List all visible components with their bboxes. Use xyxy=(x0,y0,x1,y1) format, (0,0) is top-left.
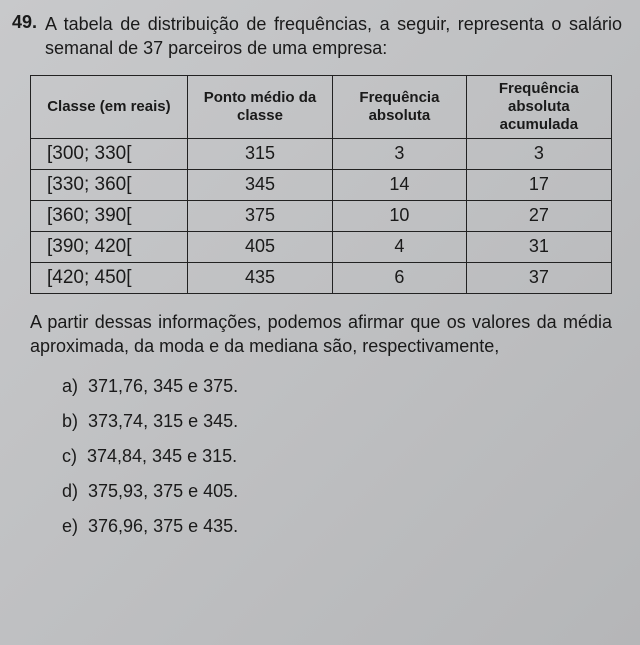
option-e: e) 376,96, 375 e 435. xyxy=(62,516,622,537)
cell-classe: [360; 390[ xyxy=(31,200,188,231)
col-header-ponto: Ponto médio da classe xyxy=(187,75,332,138)
question-after-text: A partir dessas informações, podemos afi… xyxy=(30,310,612,359)
frequency-table-container: Classe (em reais) Ponto médio da classe … xyxy=(30,75,612,294)
cell-classe: [330; 360[ xyxy=(31,169,188,200)
option-label: c) xyxy=(62,446,77,467)
option-label: e) xyxy=(62,516,78,537)
options-list: a) 371,76, 345 e 375. b) 373,74, 315 e 3… xyxy=(62,376,622,537)
cell-ponto: 405 xyxy=(187,231,332,262)
col-header-classe: Classe (em reais) xyxy=(31,75,188,138)
cell-acum: 17 xyxy=(466,169,611,200)
cell-acum: 27 xyxy=(466,200,611,231)
col-header-acum: Frequência absoluta acumulada xyxy=(466,75,611,138)
table-row: [420; 450[ 435 6 37 xyxy=(31,262,612,293)
option-text: 374,84, 345 e 315. xyxy=(87,446,237,467)
option-label: b) xyxy=(62,411,78,432)
cell-classe: [300; 330[ xyxy=(31,138,188,169)
question-number: 49. xyxy=(12,12,37,61)
cell-acum: 3 xyxy=(466,138,611,169)
cell-freq: 14 xyxy=(333,169,467,200)
cell-freq: 4 xyxy=(333,231,467,262)
table-row: [390; 420[ 405 4 31 xyxy=(31,231,612,262)
cell-ponto: 435 xyxy=(187,262,332,293)
cell-acum: 37 xyxy=(466,262,611,293)
table-row: [330; 360[ 345 14 17 xyxy=(31,169,612,200)
question-header: 49. A tabela de distribuição de frequênc… xyxy=(12,12,622,61)
cell-freq: 10 xyxy=(333,200,467,231)
option-text: 375,93, 375 e 405. xyxy=(88,481,238,502)
table-row: [300; 330[ 315 3 3 xyxy=(31,138,612,169)
cell-freq: 3 xyxy=(333,138,467,169)
cell-ponto: 375 xyxy=(187,200,332,231)
option-label: d) xyxy=(62,481,78,502)
cell-freq: 6 xyxy=(333,262,467,293)
table-body: [300; 330[ 315 3 3 [330; 360[ 345 14 17 … xyxy=(31,138,612,293)
table-row: [360; 390[ 375 10 27 xyxy=(31,200,612,231)
question-intro-text: A tabela de distribuição de frequências,… xyxy=(45,12,622,61)
option-text: 373,74, 315 e 345. xyxy=(88,411,238,432)
frequency-table: Classe (em reais) Ponto médio da classe … xyxy=(30,75,612,294)
cell-classe: [390; 420[ xyxy=(31,231,188,262)
col-header-freq: Frequência absoluta xyxy=(333,75,467,138)
cell-ponto: 315 xyxy=(187,138,332,169)
option-b: b) 373,74, 315 e 345. xyxy=(62,411,622,432)
option-text: 371,76, 345 e 375. xyxy=(88,376,238,397)
option-a: a) 371,76, 345 e 375. xyxy=(62,376,622,397)
option-label: a) xyxy=(62,376,78,397)
option-d: d) 375,93, 375 e 405. xyxy=(62,481,622,502)
cell-acum: 31 xyxy=(466,231,611,262)
cell-ponto: 345 xyxy=(187,169,332,200)
table-header-row: Classe (em reais) Ponto médio da classe … xyxy=(31,75,612,138)
cell-classe: [420; 450[ xyxy=(31,262,188,293)
option-c: c) 374,84, 345 e 315. xyxy=(62,446,622,467)
option-text: 376,96, 375 e 435. xyxy=(88,516,238,537)
